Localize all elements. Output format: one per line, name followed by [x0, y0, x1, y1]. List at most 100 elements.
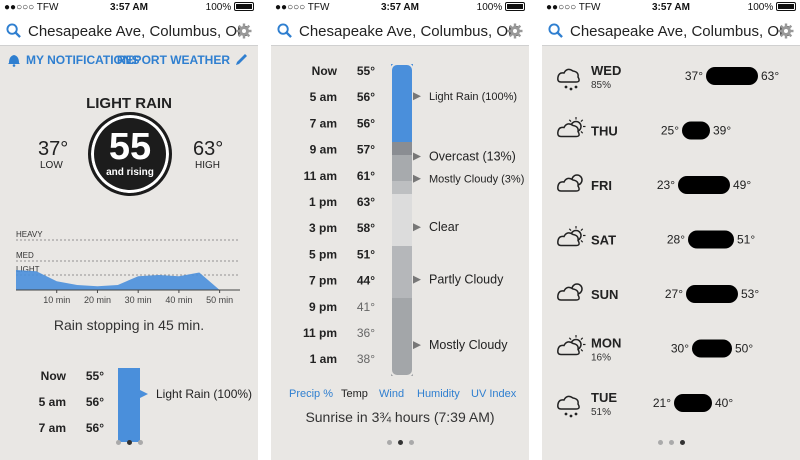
hour-temp: 41° [357, 300, 375, 314]
condition-segment[interactable] [391, 246, 413, 298]
x-tick-label: 40 min [165, 295, 192, 305]
tab-wind[interactable]: Wind [379, 388, 405, 400]
battery-icon [776, 2, 796, 11]
condition-label: Overcast (13%) [429, 149, 516, 163]
page-dots [271, 432, 529, 450]
day-name: THU [591, 124, 618, 139]
mini-temp: 56° [86, 395, 104, 409]
gear-icon[interactable] [236, 23, 252, 39]
temp-range-bar[interactable] [706, 67, 758, 85]
hour-time: Now [312, 64, 338, 78]
daily-forecast[interactable]: WED 85% 37° 63° THU 25° 39° FRI 23° 49° SAT 28° 51° S… [542, 50, 800, 430]
intensity-label-med: MED [16, 251, 34, 260]
sun-ray [580, 240, 584, 243]
intensity-label-heavy: HEAVY [16, 230, 43, 239]
condition-pointer [413, 152, 421, 161]
hour-time: 7 am [310, 116, 337, 130]
temp-range-bar[interactable] [686, 285, 738, 303]
gear-icon[interactable] [778, 23, 794, 39]
mini-pointer [140, 390, 148, 398]
battery-percent: 100% [205, 2, 232, 13]
location-bar[interactable]: Chesapeake Ave, Columbus, OH [271, 16, 529, 46]
sun-ray [580, 228, 584, 231]
low-temp: 37° [38, 138, 69, 160]
tab-humidity[interactable]: Humidity [417, 388, 460, 400]
day-name: WED [591, 63, 621, 78]
low-temp: 30° [671, 342, 689, 356]
notifications-label: MY NOTIFICATIONS [26, 53, 140, 67]
partly-cloudy-icon [557, 283, 583, 301]
report-weather-link[interactable]: REPORT WEATHER [117, 53, 250, 67]
cloud-shape [557, 177, 580, 192]
hourly-preview[interactable]: Light Rain (100%) Now 55° 5 am 56° 7 am 56° [0, 362, 258, 442]
current-condition: LIGHT RAIN [86, 95, 172, 112]
low-temp: 37° [685, 69, 703, 83]
high-temp: 40° [715, 396, 733, 410]
raindrop [569, 87, 573, 91]
location-bar[interactable]: Chesapeake Ave, Columbus, OH [542, 16, 800, 46]
condition-segment[interactable] [391, 155, 413, 181]
condition-segment[interactable] [391, 142, 413, 155]
current-temp: 55 [108, 126, 152, 168]
search-icon[interactable] [548, 23, 563, 38]
mini-temp: 55° [86, 369, 104, 383]
page-dot [386, 440, 392, 445]
low-temp: 27° [665, 287, 683, 301]
report-label: REPORT WEATHER [116, 53, 230, 67]
cloud-shape [557, 232, 580, 247]
page-dot [657, 440, 663, 445]
temp-range-bar[interactable] [674, 394, 712, 412]
page-dot [126, 440, 132, 445]
page-dot [137, 440, 143, 445]
temp-range-bar[interactable] [688, 230, 734, 249]
tab-uv-index[interactable]: UV Index [471, 388, 517, 400]
notifications-link[interactable]: MY NOTIFICATIONS [6, 53, 140, 67]
sun-ray [568, 119, 572, 122]
tab-temp[interactable]: Temp [341, 388, 368, 400]
mini-condition: Light Rain (100%) [156, 387, 252, 401]
low-temp: 21° [653, 396, 671, 410]
temp-range-bar[interactable] [678, 176, 730, 194]
hour-time: 1 am [310, 352, 337, 366]
sun-ray [568, 228, 572, 231]
gear-icon[interactable] [507, 23, 523, 39]
location-label[interactable]: Chesapeake Ave, Columbus, OH [299, 23, 519, 40]
temp-range-bar[interactable] [692, 339, 732, 358]
cloud-shape [557, 68, 580, 83]
condition-segment[interactable] [391, 298, 413, 376]
temp-range-bar[interactable] [682, 121, 710, 140]
cloud-shape [557, 341, 580, 356]
hour-temp: 56° [357, 116, 375, 130]
precip-chance: 51% [591, 407, 611, 418]
temp-trend: and rising [106, 167, 154, 178]
hour-time: 11 am [304, 169, 337, 183]
tab-precip[interactable]: Precip % [289, 388, 334, 400]
x-tick-label: 20 min [84, 295, 111, 305]
hourly-timeline[interactable]: Now 55° 5 am 56° 7 am 56° 9 am 57° 11 am 61° 1 pm 6… [271, 50, 529, 380]
carrier: ●●○○○ TFW [4, 2, 59, 13]
hour-temp: 38° [357, 352, 375, 366]
location-bar[interactable]: Chesapeake Ave, Columbus, OH [0, 16, 258, 46]
page-dot [408, 440, 414, 445]
hour-time: 1 pm [309, 195, 337, 209]
sun-ray [580, 131, 584, 134]
hour-temp: 58° [357, 221, 375, 235]
status-bar: ●●○○○ TFW 3:57 AM 100% [271, 0, 529, 16]
search-icon[interactable] [277, 23, 292, 38]
raindrop [569, 414, 573, 418]
hour-time: 5 pm [309, 247, 337, 261]
hour-temp: 61° [357, 169, 375, 183]
condition-segment[interactable] [391, 194, 413, 246]
partly-sunny-icon [557, 117, 586, 138]
condition-segment[interactable] [391, 64, 413, 142]
mini-time: 5 am [39, 395, 66, 409]
location-label[interactable]: Chesapeake Ave, Columbus, OH [570, 23, 790, 40]
low-temp: 25° [661, 124, 679, 138]
hour-temp: 57° [357, 143, 375, 157]
location-label[interactable]: Chesapeake Ave, Columbus, OH [28, 23, 248, 40]
search-icon[interactable] [6, 23, 21, 38]
condition-segment[interactable] [391, 181, 413, 194]
mini-rain-bar[interactable] [118, 368, 140, 442]
x-tick-label: 10 min [43, 295, 70, 305]
raindrop [574, 85, 578, 89]
